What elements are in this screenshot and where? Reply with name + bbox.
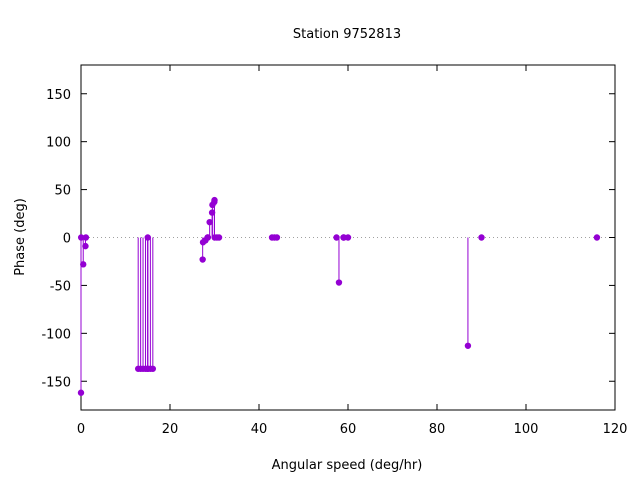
x-tick-label: 20 (162, 422, 179, 437)
data-point (199, 256, 206, 263)
x-tick-label: 60 (340, 422, 357, 437)
data-point (208, 209, 216, 216)
data-point (82, 234, 90, 241)
data-point (464, 342, 472, 349)
y-tick-label: 100 (46, 136, 71, 151)
data-point (593, 234, 601, 241)
axis-ticks: 0 20 40 60 80 100 120 -150 -100 -50 0 50 100 150 (41, 65, 627, 437)
chart-title: Station 9752813 (293, 27, 401, 42)
data-point (77, 234, 85, 241)
data-point (215, 234, 223, 241)
data-point (204, 234, 212, 241)
x-tick-label: 40 (251, 422, 268, 437)
data-point (335, 279, 343, 286)
data-point (344, 234, 352, 241)
data-point (149, 365, 157, 372)
x-tick-label: 100 (514, 422, 539, 437)
x-axis-label: Angular speed (deg/hr) (272, 458, 423, 473)
y-axis-label: Phase (deg) (13, 198, 28, 276)
data-point (77, 389, 85, 396)
points (77, 196, 601, 396)
x-tick-label: 80 (429, 422, 446, 437)
y-tick-label: -50 (50, 279, 71, 294)
y-tick-label: 50 (54, 184, 71, 199)
data-point (478, 234, 485, 241)
y-tick-label: 150 (46, 88, 71, 103)
data-point (206, 218, 213, 226)
impulses (80, 200, 469, 393)
data-point (80, 261, 87, 268)
data-point (82, 242, 89, 250)
y-tick-label: 0 (63, 232, 71, 247)
data-point (211, 196, 218, 204)
data-point (144, 234, 151, 241)
y-tick-label: -100 (41, 327, 71, 342)
data-point (273, 234, 281, 241)
x-tick-label: 120 (603, 422, 628, 437)
data-point (333, 234, 340, 241)
x-tick-label: 0 (77, 422, 85, 437)
y-tick-label: -150 (41, 375, 71, 390)
